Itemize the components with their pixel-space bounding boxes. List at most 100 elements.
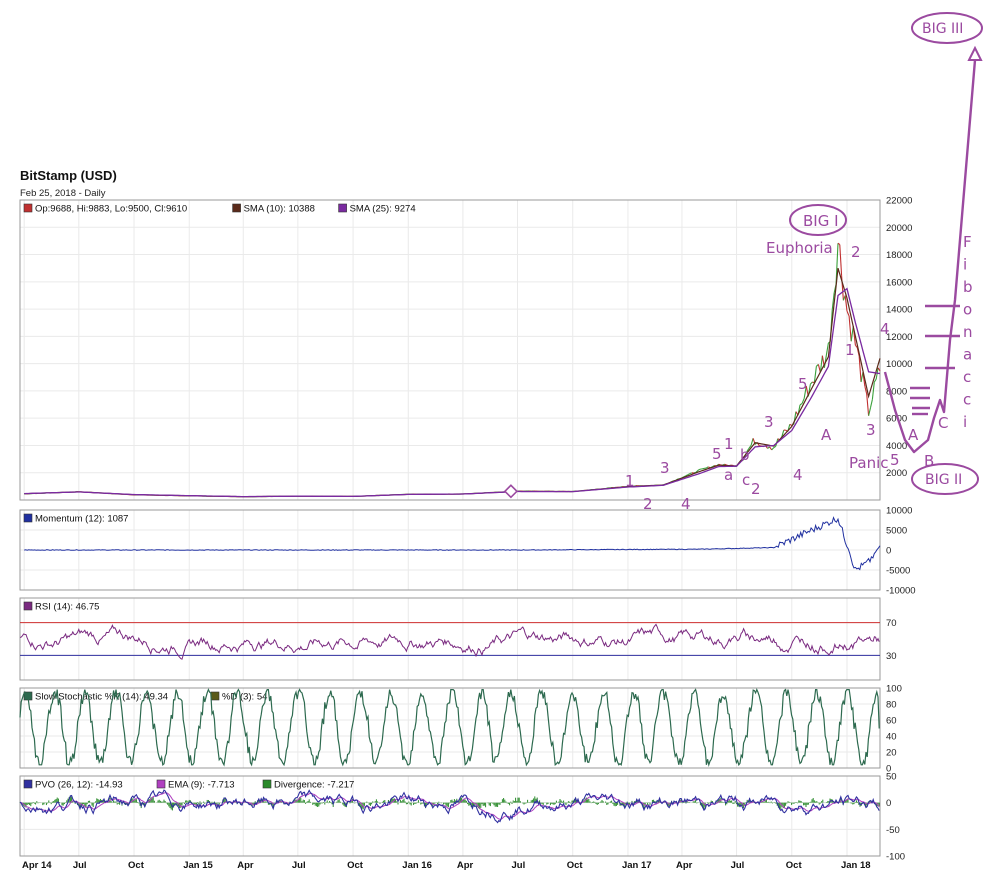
wave-label: 4 (793, 466, 803, 484)
y-tick-label: -5000 (886, 566, 910, 577)
rsi-panel: 30 70 RSI (14): 46.75 (19, 597, 897, 681)
wave-label: 5 (798, 375, 808, 393)
x-tick-label: Jan 18 (841, 860, 871, 871)
x-tick-label: Jan 16 (402, 860, 432, 871)
legend-swatch (156, 779, 166, 789)
event-marker-diamond (503, 484, 519, 499)
projection-arrowhead (967, 45, 983, 61)
y-tick-label: 10000 (886, 506, 912, 517)
y-tick-label: 0 (886, 764, 891, 775)
wave-label: 4 (681, 495, 691, 513)
fibonacci-letter: i (963, 413, 967, 431)
grid (20, 775, 880, 857)
big-iii-label: BIG III (922, 21, 963, 37)
price-segment (837, 242, 841, 246)
panel-frame (19, 509, 881, 591)
price-segment (803, 386, 807, 399)
x-tick-label: Apr (237, 860, 254, 871)
price-segment (767, 446, 770, 449)
price-segment (809, 381, 813, 385)
legend-label: SMA (10): 10388 (244, 204, 315, 215)
wave-label: A (908, 426, 919, 444)
wave-label: c (742, 471, 750, 489)
wave-label: B (924, 452, 934, 470)
price-segment (789, 423, 793, 426)
big-i-ellipse (789, 204, 847, 236)
fibonacci-letter: c (963, 391, 971, 409)
y-tick-label: 80 (886, 700, 897, 711)
legend-label: Slow Stochastic %K (14): 49.34 (35, 692, 168, 703)
y-tick-label: 40 (886, 732, 897, 743)
legend-swatch (23, 779, 33, 789)
panel-frame (19, 775, 881, 857)
y-tick-label: 18000 (886, 250, 912, 261)
y-tick-label: 60 (886, 716, 897, 727)
price-segment (801, 398, 805, 404)
panel-frame (19, 597, 881, 681)
y-tick-label: -10000 (886, 586, 916, 597)
legend-swatch (232, 203, 241, 213)
wave-label: Euphoria (766, 239, 833, 257)
big-ii-label: BIG II (925, 472, 962, 488)
price-segment (850, 326, 854, 342)
legend-label: %D (3): 54 (222, 692, 267, 703)
price-segment (866, 393, 870, 416)
legend-swatch (210, 691, 220, 701)
legend-label: Op:9688, Hi:9883, Lo:9500, Cl:9610 (35, 204, 187, 215)
momentum-line (24, 516, 881, 571)
price-segment (781, 429, 785, 438)
price-segment (864, 385, 868, 395)
price-segment (799, 403, 803, 406)
projection-path (883, 59, 977, 454)
x-tick-label: Jul (731, 860, 745, 871)
x-tick-label: Jul (292, 860, 306, 871)
y-tick-label: 5000 (886, 526, 907, 537)
grid (20, 598, 880, 680)
price-segment (771, 447, 775, 451)
price-segment (724, 463, 727, 466)
legend-swatch (23, 601, 33, 611)
x-tick-label: Oct (128, 860, 145, 871)
wave-label: 1 (845, 341, 855, 359)
fibonacci-letter: F (963, 233, 972, 251)
sma25-line (24, 287, 881, 498)
x-tick-label: Oct (786, 860, 803, 871)
y-tick-label: 70 (886, 618, 897, 629)
price-segment (869, 399, 873, 408)
price-segment (746, 448, 750, 452)
y-tick-label: 20000 (886, 223, 912, 234)
chart-subtitle: Feb 25, 2018 - Daily (20, 188, 106, 199)
y-tick-label: 14000 (886, 305, 912, 316)
price-segment (877, 367, 881, 372)
y-tick-label: 16000 (886, 277, 912, 288)
wave-label: 2 (851, 243, 861, 261)
y-tick-label: -100 (886, 852, 905, 863)
wave-label: 3 (764, 413, 774, 431)
price-segment (831, 292, 835, 310)
price-segment (868, 407, 872, 416)
price-segment (873, 378, 877, 383)
price-segment (844, 295, 848, 312)
price-segment (835, 243, 839, 285)
wave-label: A (821, 426, 832, 444)
legend-label: SMA (25): 9274 (350, 204, 416, 215)
price-segment (689, 472, 693, 475)
wave-label: 3 (866, 421, 876, 439)
wave-label: 4 (880, 320, 890, 338)
fibonacci-letter: b (963, 278, 973, 296)
y-tick-label: 10000 (886, 359, 912, 370)
legend-swatch (262, 779, 272, 789)
price-segment (773, 445, 777, 449)
legend-label: RSI (14): 46.75 (35, 602, 99, 613)
x-tick-label: Apr 14 (22, 860, 52, 871)
y-tick-label: 22000 (886, 196, 912, 207)
price-segment (712, 465, 715, 468)
price-segment (858, 356, 862, 383)
y-tick-label: 8000 (886, 386, 907, 397)
pvo-panel: -100 -50 0 50 PVO (26, 12): -14.93 EMA (9): -… (19, 772, 905, 863)
sma10-line (24, 268, 881, 498)
x-tick-label: Jul (73, 860, 87, 871)
price-segment (848, 315, 852, 342)
